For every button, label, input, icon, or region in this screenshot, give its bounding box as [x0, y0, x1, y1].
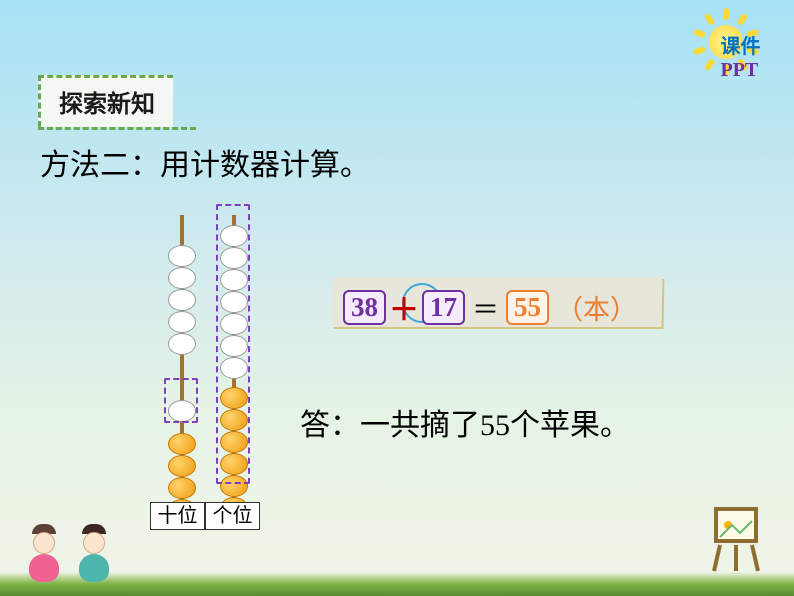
header-label: 课件PPT	[721, 30, 770, 82]
bead-tens	[168, 245, 196, 267]
ones-label: 个位	[205, 502, 260, 530]
tens-label: 十位	[150, 502, 205, 530]
abacus-labels: 十位 个位	[150, 502, 260, 530]
header-part1: 课件	[721, 36, 761, 58]
operand-b: 17	[422, 290, 465, 325]
bead-tens	[168, 455, 196, 477]
bead-tens	[168, 433, 196, 455]
kid-left	[20, 524, 68, 582]
dash-box-ones	[216, 204, 250, 484]
equation: 38 ＋ 17 ＝ 55 （本）	[340, 285, 637, 329]
method-title: 方法二：用计数器计算。	[40, 140, 370, 184]
kid-right	[70, 524, 118, 582]
result: 55	[506, 290, 549, 325]
section-tag-text: 探索新知	[59, 92, 155, 118]
answer-line: 答：一共摘了55个苹果。	[300, 400, 630, 444]
bead-tens	[168, 267, 196, 289]
easel	[706, 503, 766, 578]
dash-box-tens	[164, 378, 198, 423]
section-tag: 探索新知	[38, 75, 173, 127]
bead-tens	[168, 311, 196, 333]
bead-tens	[168, 289, 196, 311]
operand-a: 38	[343, 290, 386, 325]
rod-tens	[180, 215, 184, 505]
bead-tens	[168, 333, 196, 355]
equals-sign: ＝	[472, 288, 499, 327]
abacus: 十位 个位	[150, 200, 290, 530]
grass-strip	[0, 572, 794, 596]
bead-tens	[168, 477, 196, 499]
header-part2: PPT	[721, 59, 759, 81]
operator-plus: ＋	[389, 285, 419, 329]
unit-label: （本）	[556, 288, 637, 327]
